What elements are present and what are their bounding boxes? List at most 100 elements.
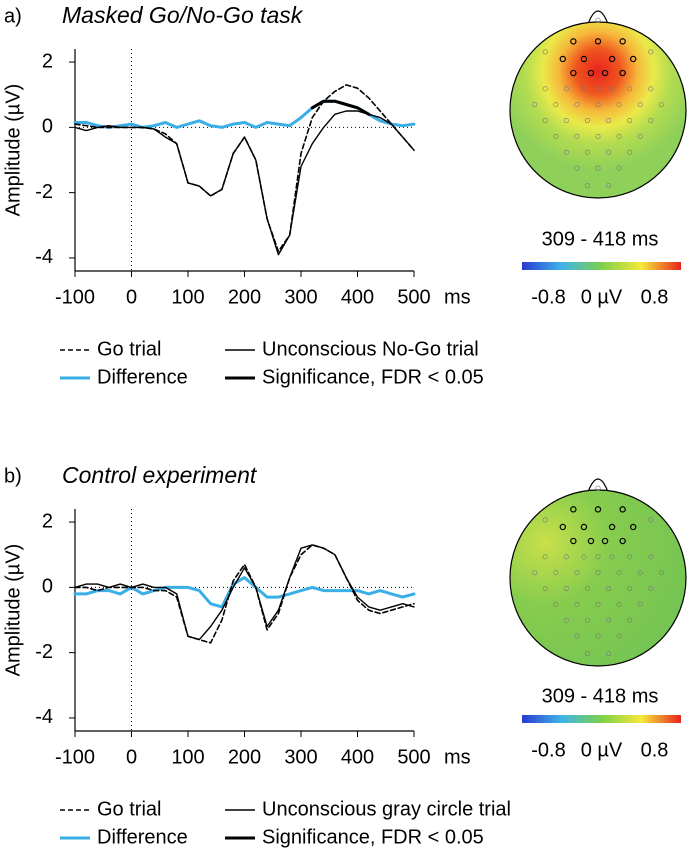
electrode [616,165,622,171]
electrode [608,523,616,531]
colorbar-tick-label: 0.8 [641,739,669,761]
electrode [584,149,590,155]
electrode [627,86,633,92]
legend-label: Unconscious gray circle trial [262,798,511,820]
electrode [532,570,538,576]
electrode [553,102,559,108]
electrode [570,69,577,77]
map-title: 309 - 418 ms [542,685,659,707]
electrode [574,133,580,139]
electrode [587,69,595,77]
electrode [606,586,612,592]
electrode [627,149,633,155]
legend-label: Significance, FDR < 0.05 [262,366,484,388]
nose [587,478,609,493]
series-line [74,544,415,641]
electrode [553,601,559,607]
y-tick-label: 2 [42,510,53,532]
electrode [553,570,559,576]
y-tick-label: -4 [35,706,53,728]
electrode [616,601,622,607]
electrode [648,118,654,124]
map-title: 309 - 418 ms [542,228,659,250]
electrode [595,133,601,139]
scalp-map [509,21,687,199]
electrode [637,102,643,108]
electrode [563,149,569,155]
electrode [616,633,622,639]
x-tick-label: 200 [228,746,261,768]
electrode [609,554,615,560]
electrode [630,55,637,63]
electrode [630,523,637,531]
electrode [563,586,569,592]
electrode [619,38,626,45]
electrode [595,633,601,639]
electrode [601,69,609,77]
electrode [637,133,643,139]
electrode [627,118,633,124]
electrode [606,617,612,623]
electrode [542,554,548,560]
colorbar-tick-label: 0 µV [581,286,623,308]
electrode [587,537,595,545]
electrode [574,570,580,576]
electrode [584,183,590,189]
electrode [542,517,548,523]
electrode [648,49,654,55]
panel-title: Masked Go/No-Go task [62,2,304,28]
electrode [595,86,601,92]
electrode [606,183,612,189]
electrode [570,537,577,545]
electrode [570,38,577,45]
electrode [637,570,643,576]
electrode [542,586,548,592]
colorbar-tick-label: 0 µV [581,739,623,761]
series-line [74,544,415,644]
electrode [608,55,616,63]
electrode [559,55,567,63]
colorbar-tick-label: -0.8 [531,286,565,308]
electrode [606,118,612,124]
x-tick-label: 0 [126,746,137,768]
electrode [606,149,612,155]
electrode [594,506,602,513]
y-tick-label: 0 [42,576,53,598]
electrode [574,633,580,639]
electrode [619,537,626,545]
electrode [570,506,577,513]
electrode [601,537,609,545]
legend-label: Go trial [97,798,161,820]
electrode [559,523,567,531]
colorbar [522,715,681,723]
x-tick-label: 100 [171,286,204,308]
electrode [648,517,654,523]
y-tick-label: -2 [35,641,53,663]
electrode [616,570,622,576]
electrode [584,651,590,657]
electrode [584,617,590,623]
panel-label: a) [4,5,22,27]
electrode [619,69,626,77]
electrode [648,86,654,92]
electrode [627,617,633,623]
scalp-map [509,489,687,667]
legend-label: Go trial [97,338,161,360]
electrode [595,554,601,560]
legend-label: Difference [97,826,188,848]
x-tick-label: 500 [397,746,430,768]
electrode [595,102,601,108]
electrode [616,102,622,108]
electrode [594,38,602,45]
legend-label: Unconscious No-Go trial [262,338,479,360]
electrode [542,49,548,55]
x-tick-label: 300 [284,286,317,308]
y-tick-label: -4 [35,246,53,268]
x-tick-label: -100 [55,286,95,308]
electrode [581,86,587,92]
x-axis-unit: ms [444,286,471,308]
y-tick-label: -2 [35,181,53,203]
electrode [619,506,626,513]
series-line [310,99,371,116]
